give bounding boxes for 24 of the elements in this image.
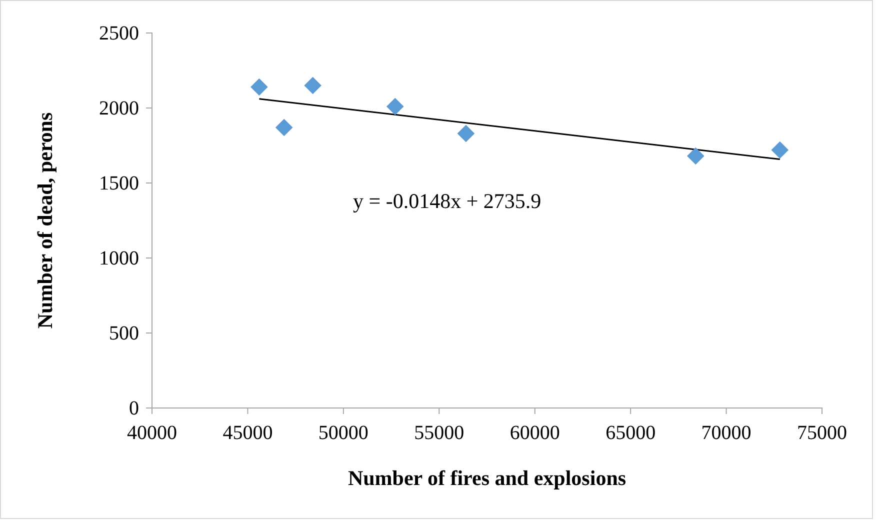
x-tick-label: 45000 (222, 422, 273, 444)
y-tick-label: 2500 (99, 22, 139, 44)
point (686, 147, 704, 165)
annotation: y = -0.0148x + 2735.9 (353, 189, 542, 213)
point (304, 76, 322, 94)
point (250, 78, 268, 96)
x-tick-label: 60000 (510, 422, 560, 444)
x-tick-label: 55000 (414, 422, 464, 444)
x-axis-title: Number of fires and explosions (348, 466, 626, 490)
y-tick-label: 2000 (99, 97, 139, 120)
x-tick-label: 50000 (318, 422, 368, 444)
point (457, 124, 475, 142)
y-axis-title: Number of dead, perons (33, 112, 57, 329)
x-tick-label: 40000 (127, 422, 177, 444)
y-tick-label: 0 (129, 397, 139, 420)
y-tick-label: 500 (109, 322, 139, 344)
x-tick-label: 70000 (701, 422, 752, 444)
point (771, 141, 789, 159)
point (275, 118, 293, 136)
x-tick-label: 65000 (606, 422, 656, 444)
y-tick-label: 1500 (99, 172, 139, 194)
point (386, 98, 404, 116)
x-tick-label: 75000 (797, 422, 847, 444)
y-tick-label: 1000 (99, 247, 139, 270)
